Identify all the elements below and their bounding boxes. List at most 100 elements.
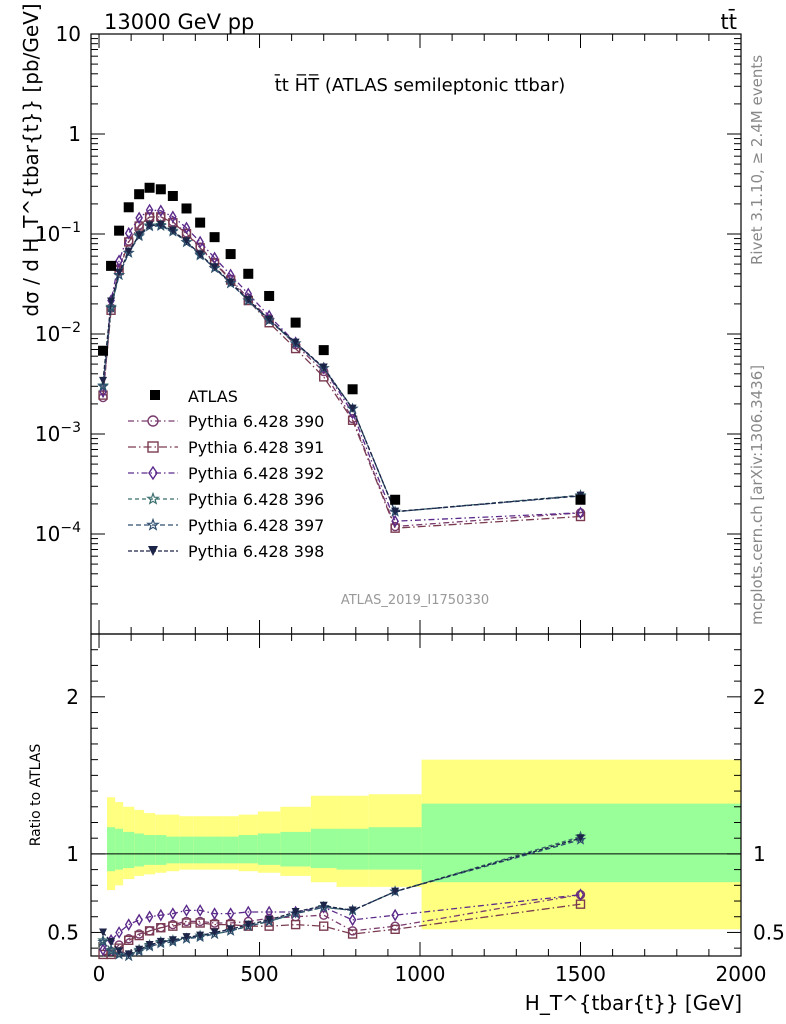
green-band xyxy=(179,836,194,864)
series-point-main xyxy=(291,338,300,347)
legend: ATLAS Pythia 6.428 390 Pythia 6.428 391 Pyt… xyxy=(128,387,324,561)
green-band xyxy=(280,831,311,867)
series-point-ratio xyxy=(319,901,328,910)
series-point-ratio xyxy=(144,926,155,936)
series-line-main xyxy=(102,216,581,529)
legend-series-label: Pythia 6.428 396 xyxy=(188,490,324,509)
series-point-ratio xyxy=(168,921,178,931)
atlas-point xyxy=(209,232,220,243)
legend-series-label: Pythia 6.428 392 xyxy=(188,464,324,483)
series-point-main xyxy=(105,301,117,313)
series-point-main xyxy=(113,268,126,281)
y-tick-label-base: 10 xyxy=(35,422,60,446)
green-band xyxy=(310,828,337,869)
series-point-ratio xyxy=(196,904,204,917)
mcplots-label: mcplots.cern.ch [arXiv:1306.3436] xyxy=(748,365,766,625)
green-band xyxy=(166,836,180,864)
plot-title: t̄t H̅T̅ (ATLAS semileptonic ttbar) xyxy=(274,74,566,96)
x-tick-label: 1500 xyxy=(555,962,606,986)
legend-marker xyxy=(146,517,160,531)
series-point-ratio xyxy=(156,937,165,946)
series-point-ratio xyxy=(210,928,219,937)
atlas-point xyxy=(195,217,206,228)
series-point-main xyxy=(97,380,109,392)
series-point-main xyxy=(348,404,357,413)
series-point-ratio xyxy=(124,918,133,931)
green-band xyxy=(193,836,207,864)
atlas-point xyxy=(167,190,178,201)
x-tick-label: 0 xyxy=(93,962,106,986)
series-point-ratio xyxy=(265,915,274,924)
series-point-ratio xyxy=(391,908,399,922)
series-point-main xyxy=(196,235,204,249)
mc-series xyxy=(97,203,587,962)
ratio-tick-label-left: 2 xyxy=(66,685,79,709)
x-tick-label: 500 xyxy=(240,962,278,986)
y-tick-label: 10 xyxy=(56,22,81,46)
series-point-main xyxy=(115,268,124,277)
ratio-y-axis-label: Ratio to ATLAS xyxy=(28,744,44,847)
series-point-main xyxy=(169,210,177,224)
legend-series-label: Pythia 6.428 398 xyxy=(188,542,324,561)
legend-marker xyxy=(147,441,159,453)
series-line-main xyxy=(102,225,581,513)
series-point-main xyxy=(196,250,205,259)
series-point-ratio xyxy=(182,904,191,917)
ratio-uncertainty-bands xyxy=(107,759,741,930)
y-tick-label-exp: −3 xyxy=(60,420,81,436)
series-point-main xyxy=(135,211,143,225)
series-point-ratio xyxy=(115,926,123,939)
atlas-point xyxy=(318,345,329,356)
green-band xyxy=(123,831,135,869)
atlas-data xyxy=(98,182,586,505)
ratio-tick-label-right: 2 xyxy=(753,685,766,709)
atlas-point xyxy=(181,203,192,214)
y-tick-label: 10−4 xyxy=(35,520,81,546)
series-point-ratio xyxy=(168,936,177,945)
ratio-tick-label-left: 1 xyxy=(66,842,79,866)
series-point-main xyxy=(156,220,165,229)
series-line-main xyxy=(102,209,581,522)
series-line-ratio xyxy=(103,903,581,956)
atlas-point xyxy=(114,225,125,236)
atlas-point xyxy=(225,249,236,260)
series-point-ratio xyxy=(145,910,154,924)
series-point-ratio xyxy=(390,924,400,934)
series-point-main xyxy=(124,247,133,256)
atlas-point xyxy=(98,345,109,356)
series-point-ratio xyxy=(348,913,357,927)
series-point-main xyxy=(575,511,586,522)
series-point-ratio xyxy=(347,929,358,939)
series-point-ratio xyxy=(124,950,133,959)
series-point-ratio xyxy=(210,907,219,920)
green-band xyxy=(421,803,741,883)
ratio-plot-frame xyxy=(90,633,742,957)
series-point-ratio xyxy=(145,941,154,950)
series-point-main xyxy=(265,315,274,324)
legend-series-label: Pythia 6.428 390 xyxy=(188,412,324,431)
series-point-ratio xyxy=(196,931,205,940)
series-point-ratio xyxy=(226,925,235,934)
series-point-main xyxy=(391,514,399,528)
analysis-id-label: ATLAS_2019_I1750330 xyxy=(341,593,489,608)
series-point-ratio xyxy=(181,918,192,928)
series-point-ratio xyxy=(115,947,124,956)
series-point-ratio xyxy=(156,908,165,922)
series-line-main xyxy=(102,224,581,513)
legend-marker xyxy=(146,491,160,505)
y-tick-label: 10−2 xyxy=(35,320,81,346)
legend-marker xyxy=(147,415,159,427)
green-band xyxy=(155,835,167,865)
series-point-ratio xyxy=(319,921,329,931)
green-band xyxy=(134,833,144,867)
x-tick-label: 1000 xyxy=(395,962,446,986)
series-point-main xyxy=(168,226,177,235)
series-point-ratio xyxy=(391,887,400,896)
header-final-state-label: tt̄ xyxy=(721,9,737,34)
series-point-main xyxy=(226,278,235,287)
series-point-ratio xyxy=(348,906,357,915)
series-point-main xyxy=(115,254,123,268)
series-point-ratio xyxy=(290,919,301,930)
legend-atlas-marker xyxy=(150,390,160,400)
